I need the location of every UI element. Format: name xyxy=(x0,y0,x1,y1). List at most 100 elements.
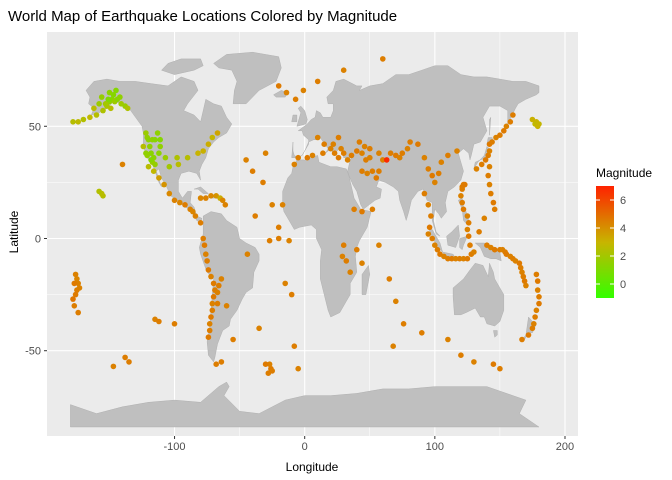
earthquake-point xyxy=(490,361,497,368)
earthquake-point xyxy=(204,258,210,264)
earthquake-point xyxy=(464,226,471,233)
earthquake-point xyxy=(70,119,76,125)
earthquake-point xyxy=(449,255,455,262)
earthquake-point xyxy=(152,136,158,143)
earthquake-point xyxy=(105,96,111,103)
earthquake-point xyxy=(478,161,485,168)
earthquake-point xyxy=(214,130,221,136)
earthquake-point xyxy=(75,309,81,316)
earthquake-point xyxy=(166,163,173,170)
earthquake-point xyxy=(162,154,169,161)
earthquake-point xyxy=(356,139,363,145)
earthquake-point xyxy=(192,213,199,219)
earthquake-point xyxy=(465,220,472,226)
y-tick-label: 50 xyxy=(29,121,41,133)
earthquake-point xyxy=(497,365,503,372)
y-tick-label: -50 xyxy=(25,346,41,358)
earthquake-point xyxy=(304,154,311,161)
earthquake-point xyxy=(300,87,307,94)
earthquake-point xyxy=(266,237,273,244)
earthquake-point xyxy=(536,294,542,300)
earthquake-point xyxy=(488,190,494,197)
earthquake-point xyxy=(340,67,347,73)
earthquake-point xyxy=(490,199,497,206)
earthquake-point xyxy=(407,139,413,145)
land-polygon xyxy=(446,224,460,248)
earthquake-point xyxy=(473,166,480,172)
earthquake-point xyxy=(210,294,217,300)
earthquake-point xyxy=(295,365,302,372)
earthquake-point xyxy=(262,361,269,368)
earthquake-point xyxy=(434,246,441,253)
earthquake-point xyxy=(156,175,162,181)
earthquake-point xyxy=(387,150,394,156)
earthquake-point xyxy=(445,152,451,159)
earthquake-point xyxy=(516,260,523,267)
earthquake-point xyxy=(426,224,433,231)
earthquake-point xyxy=(244,251,251,257)
earthquake-point xyxy=(75,280,81,287)
earthquake-point xyxy=(376,242,382,248)
earthquake-point xyxy=(456,255,463,262)
earthquake-point xyxy=(288,291,295,298)
earthquake-point xyxy=(223,303,230,309)
earthquake-point xyxy=(359,150,365,156)
earthquake-point xyxy=(471,249,477,255)
earthquake-point xyxy=(218,276,225,282)
earthquake-point xyxy=(344,157,351,163)
land-polygon xyxy=(199,211,260,363)
earthquake-point xyxy=(330,141,337,147)
earthquake-point xyxy=(519,269,525,276)
earthquake-point xyxy=(102,101,109,107)
earthquake-point xyxy=(275,83,282,89)
earthquake-point xyxy=(376,150,382,156)
earthquake-point xyxy=(419,330,425,336)
earthquake-point xyxy=(380,157,386,163)
earthquake-point xyxy=(145,163,152,170)
x-axis-title: Longitude xyxy=(286,460,339,474)
earthquake-point xyxy=(471,359,477,365)
earthquake-point xyxy=(390,343,397,350)
earthquake-point xyxy=(309,152,316,159)
earthquake-point xyxy=(171,321,178,327)
earthquake-point xyxy=(354,148,360,154)
earthquake-point xyxy=(320,150,326,156)
earthquake-point xyxy=(523,282,529,289)
x-tick-label: 0 xyxy=(302,441,308,453)
earthquake-point xyxy=(152,161,158,168)
earthquake-point xyxy=(70,296,76,302)
earthquake-point xyxy=(462,181,468,188)
earthquake-point xyxy=(252,213,258,219)
earthquake-point xyxy=(432,242,438,248)
earthquake-point xyxy=(119,161,126,168)
earthquake-point xyxy=(348,152,355,159)
chart-title: World Map of Earthquake Locations Colore… xyxy=(8,8,397,25)
earthquake-point xyxy=(209,134,216,141)
earthquake-point xyxy=(464,255,471,262)
earthquake-point xyxy=(404,145,411,152)
earthquake-point xyxy=(501,128,507,134)
earthquake-point xyxy=(367,154,373,161)
earthquake-point xyxy=(335,154,342,161)
earthquake-point xyxy=(80,116,87,123)
earthquake-point xyxy=(75,119,81,125)
earthquake-point xyxy=(376,168,382,174)
earthquake-point xyxy=(72,291,79,298)
earthquake-point xyxy=(396,154,403,161)
earthquake-point xyxy=(364,170,371,177)
earthquake-point xyxy=(214,300,221,307)
legend-title: Magnitude xyxy=(596,166,652,180)
earthquake-point xyxy=(425,202,432,208)
earthquake-point xyxy=(197,220,204,226)
earthquake-point xyxy=(205,334,212,341)
earthquake-point xyxy=(266,361,273,368)
earthquake-point xyxy=(359,260,365,267)
earthquake-point xyxy=(208,193,214,199)
earthquake-point xyxy=(529,325,536,332)
earthquake-point xyxy=(76,285,83,291)
land-polygon xyxy=(194,186,209,194)
earthquake-point xyxy=(96,101,102,107)
earthquake-point xyxy=(321,141,328,147)
y-tick-label: 0 xyxy=(35,233,41,245)
